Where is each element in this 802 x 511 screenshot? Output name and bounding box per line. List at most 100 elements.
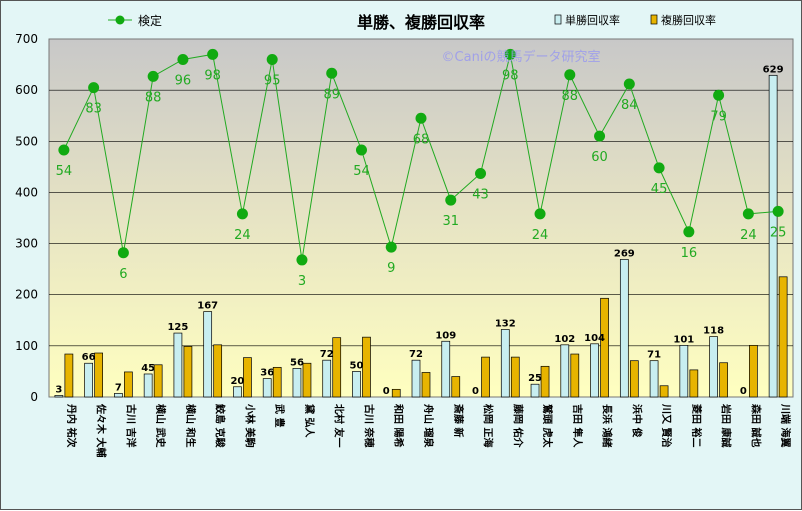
y-tick-label-400: 400 (15, 185, 38, 199)
bar-fukusho (362, 336, 371, 398)
bar-fukusho (124, 371, 133, 398)
kentei-marker (117, 247, 129, 259)
legend-marker-swatch (115, 15, 125, 25)
x-tick-label: 古川 奈穂 (362, 404, 375, 447)
kentei-label: 95 (264, 73, 281, 88)
kentei-label: 88 (145, 90, 162, 105)
kentei-label: 16 (681, 246, 698, 261)
bar-tansho (619, 259, 629, 398)
x-tick-label: 吉田 隼人 (571, 404, 584, 448)
line-series: 54 83 6 88 96 98 24 95 3 89 54 9 68 31 43 98 24 88 60 84 45 1… (56, 48, 787, 289)
legend-bar2-swatch (650, 14, 658, 25)
x-tick-label: 斎藤 新 (452, 404, 465, 437)
data-label-tansho: 102 (554, 334, 575, 345)
bar-tansho (292, 368, 302, 398)
y-tick-label-300: 300 (15, 237, 38, 251)
x-tick-label: 和田 陽希 (392, 403, 405, 447)
y-tick-label-100: 100 (15, 339, 38, 353)
bar-tansho (233, 386, 242, 398)
bar-fukusho (778, 276, 788, 398)
kentei-label: 24 (234, 228, 251, 243)
bar-tansho (411, 359, 421, 398)
data-label-tansho: 109 (435, 330, 456, 341)
kentei-label: 25 (770, 225, 787, 240)
bar-tansho (203, 311, 213, 398)
bar-fukusho (629, 360, 639, 398)
bar-fukusho (272, 366, 282, 398)
kentei-label: 84 (621, 98, 638, 113)
data-label-tansho: 0 (383, 386, 390, 397)
x-tick-label: 川又 賢治 (660, 403, 673, 447)
kentei-marker (88, 82, 100, 94)
legend: 検定 単勝回収率 複勝回収率 (108, 13, 716, 28)
data-label-tansho: 0 (472, 386, 479, 397)
kentei-marker (326, 67, 338, 79)
bar-fukusho (421, 372, 431, 398)
data-label-tansho: 36 (260, 368, 274, 379)
data-label-tansho: 7 (115, 382, 122, 393)
kentei-marker (623, 78, 635, 90)
kentei-label: 88 (562, 89, 579, 104)
kentei-marker (594, 130, 606, 142)
x-tick-label: 佐々木 大輔 (95, 403, 108, 457)
kentei-label: 3 (298, 274, 306, 289)
x-tick-label: 古川 吉洋 (124, 404, 137, 447)
kentei-label: 98 (204, 68, 221, 83)
bar-tansho (590, 343, 599, 398)
x-tick-label: 岩田 康誠 (720, 403, 733, 447)
plot-area (48, 38, 794, 398)
data-label-tansho: 3 (55, 384, 62, 395)
data-label-tansho: 71 (647, 350, 661, 361)
bar-tansho (173, 332, 183, 398)
data-label-tansho: 50 (350, 360, 364, 371)
x-tick-label: 横山 武史 (154, 404, 167, 448)
kentei-label: 31 (442, 214, 459, 229)
kentei-marker (207, 48, 219, 60)
bar-tansho (649, 360, 659, 398)
data-label-tansho: 125 (167, 322, 188, 333)
kentei-label: 68 (413, 132, 430, 147)
kentei-label: 89 (323, 87, 340, 102)
data-label-tansho: 132 (495, 318, 516, 329)
data-label-tansho: 72 (320, 349, 334, 360)
bar-fukusho (481, 356, 490, 398)
kentei-marker (504, 48, 516, 60)
kentei-label: 24 (532, 228, 549, 243)
x-tick-label: 舟山 瑠泉 (422, 404, 435, 448)
kentei-marker (564, 69, 576, 81)
bar-fukusho (153, 364, 163, 398)
x-tick-label: 丹内 祐次 (65, 404, 78, 447)
data-label-tansho: 118 (703, 326, 724, 337)
x-tick-label: 横山 和生 (184, 404, 197, 447)
bar-fukusho (451, 376, 461, 398)
kentei-marker (147, 70, 159, 82)
bar-tansho (322, 359, 332, 398)
kentei-marker (385, 241, 397, 253)
bar-tansho (679, 344, 689, 398)
grid (49, 89, 793, 347)
x-tick-label: 松岡 正海 (482, 404, 495, 447)
y-tick-label-700: 700 (15, 32, 38, 46)
kentei-marker (177, 53, 189, 65)
data-label-tansho: 66 (82, 352, 96, 363)
kentei-label: 45 (651, 182, 668, 197)
kentei-marker (475, 168, 487, 180)
bar-tansho (530, 383, 540, 398)
kentei-marker (534, 208, 546, 220)
data-label-tansho: 45 (141, 363, 155, 374)
y-tick-label-500: 500 (15, 134, 38, 148)
bar-tansho (709, 336, 718, 398)
y-tick-label-0: 0 (30, 390, 38, 404)
bar-fukusho (64, 353, 74, 398)
bar-tansho (768, 74, 778, 398)
data-label-tansho: 56 (290, 357, 304, 368)
kentei-marker (296, 254, 308, 266)
watermark: ©Caniの競馬データ研究室 (442, 49, 601, 65)
legend-bar1-label: 単勝回収率 (565, 13, 620, 27)
bar-fukusho (749, 344, 758, 398)
x-axis: 丹内 祐次 佐々木 大輔 古川 吉洋 横山 武史 横山 和生 鮫島 克駿 小林 美駒 武 豊 黛… (65, 403, 792, 457)
bar-fukusho (243, 357, 252, 398)
kentei-marker (58, 144, 70, 156)
